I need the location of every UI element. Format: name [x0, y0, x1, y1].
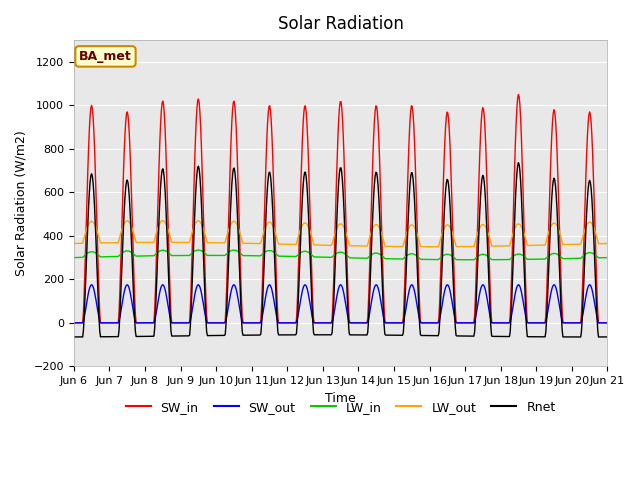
Y-axis label: Solar Radiation (W/m2): Solar Radiation (W/m2)	[15, 131, 28, 276]
LW_out	[422, 244, 429, 250]
SW_in	[405, 133, 413, 139]
Rnet	[79, 327, 87, 333]
Rnet	[70, 334, 77, 340]
LW_in	[79, 254, 87, 260]
Title: Solar Radiation: Solar Radiation	[278, 15, 404, 33]
Rnet	[189, 271, 196, 276]
LW_out	[134, 240, 142, 245]
LW_out	[428, 244, 435, 250]
LW_out	[159, 218, 166, 224]
SW_out	[406, 285, 414, 290]
Rnet	[604, 334, 611, 340]
SW_out	[135, 320, 143, 326]
SW_out	[218, 320, 225, 326]
LW_out	[79, 238, 87, 243]
SW_out	[422, 320, 429, 326]
LW_in	[70, 255, 77, 261]
LW_out	[70, 240, 77, 246]
LW_in	[422, 256, 429, 262]
Rnet	[515, 160, 522, 166]
SW_out	[70, 320, 77, 326]
LW_out	[604, 240, 611, 246]
Line: Rnet: Rnet	[74, 163, 607, 337]
Line: LW_out: LW_out	[74, 221, 607, 247]
SW_in	[515, 92, 522, 97]
Line: SW_in: SW_in	[74, 95, 607, 323]
Rnet	[595, 334, 602, 340]
Text: BA_met: BA_met	[79, 50, 132, 63]
Rnet	[405, 193, 413, 199]
LW_in	[406, 251, 414, 257]
SW_in	[134, 320, 142, 326]
SW_out	[79, 318, 87, 324]
LW_in	[604, 255, 611, 261]
Legend: SW_in, SW_out, LW_in, LW_out, Rnet: SW_in, SW_out, LW_in, LW_out, Rnet	[120, 396, 561, 419]
LW_in	[218, 252, 225, 258]
LW_out	[406, 223, 414, 229]
SW_in	[70, 320, 77, 326]
SW_out	[189, 301, 197, 307]
SW_in	[421, 320, 429, 326]
LW_out	[218, 240, 225, 246]
Line: SW_out: SW_out	[74, 285, 607, 323]
SW_in	[604, 320, 611, 326]
X-axis label: Time: Time	[325, 392, 356, 405]
LW_in	[189, 250, 196, 255]
SW_in	[217, 320, 225, 326]
SW_in	[189, 235, 196, 240]
SW_in	[79, 310, 87, 315]
LW_in	[195, 247, 202, 253]
Rnet	[134, 334, 142, 339]
LW_in	[470, 257, 477, 263]
LW_out	[189, 226, 197, 232]
LW_in	[134, 253, 142, 259]
SW_out	[88, 282, 95, 288]
Line: LW_in: LW_in	[74, 250, 607, 260]
Rnet	[217, 333, 225, 338]
SW_out	[604, 320, 611, 326]
Rnet	[421, 333, 429, 338]
